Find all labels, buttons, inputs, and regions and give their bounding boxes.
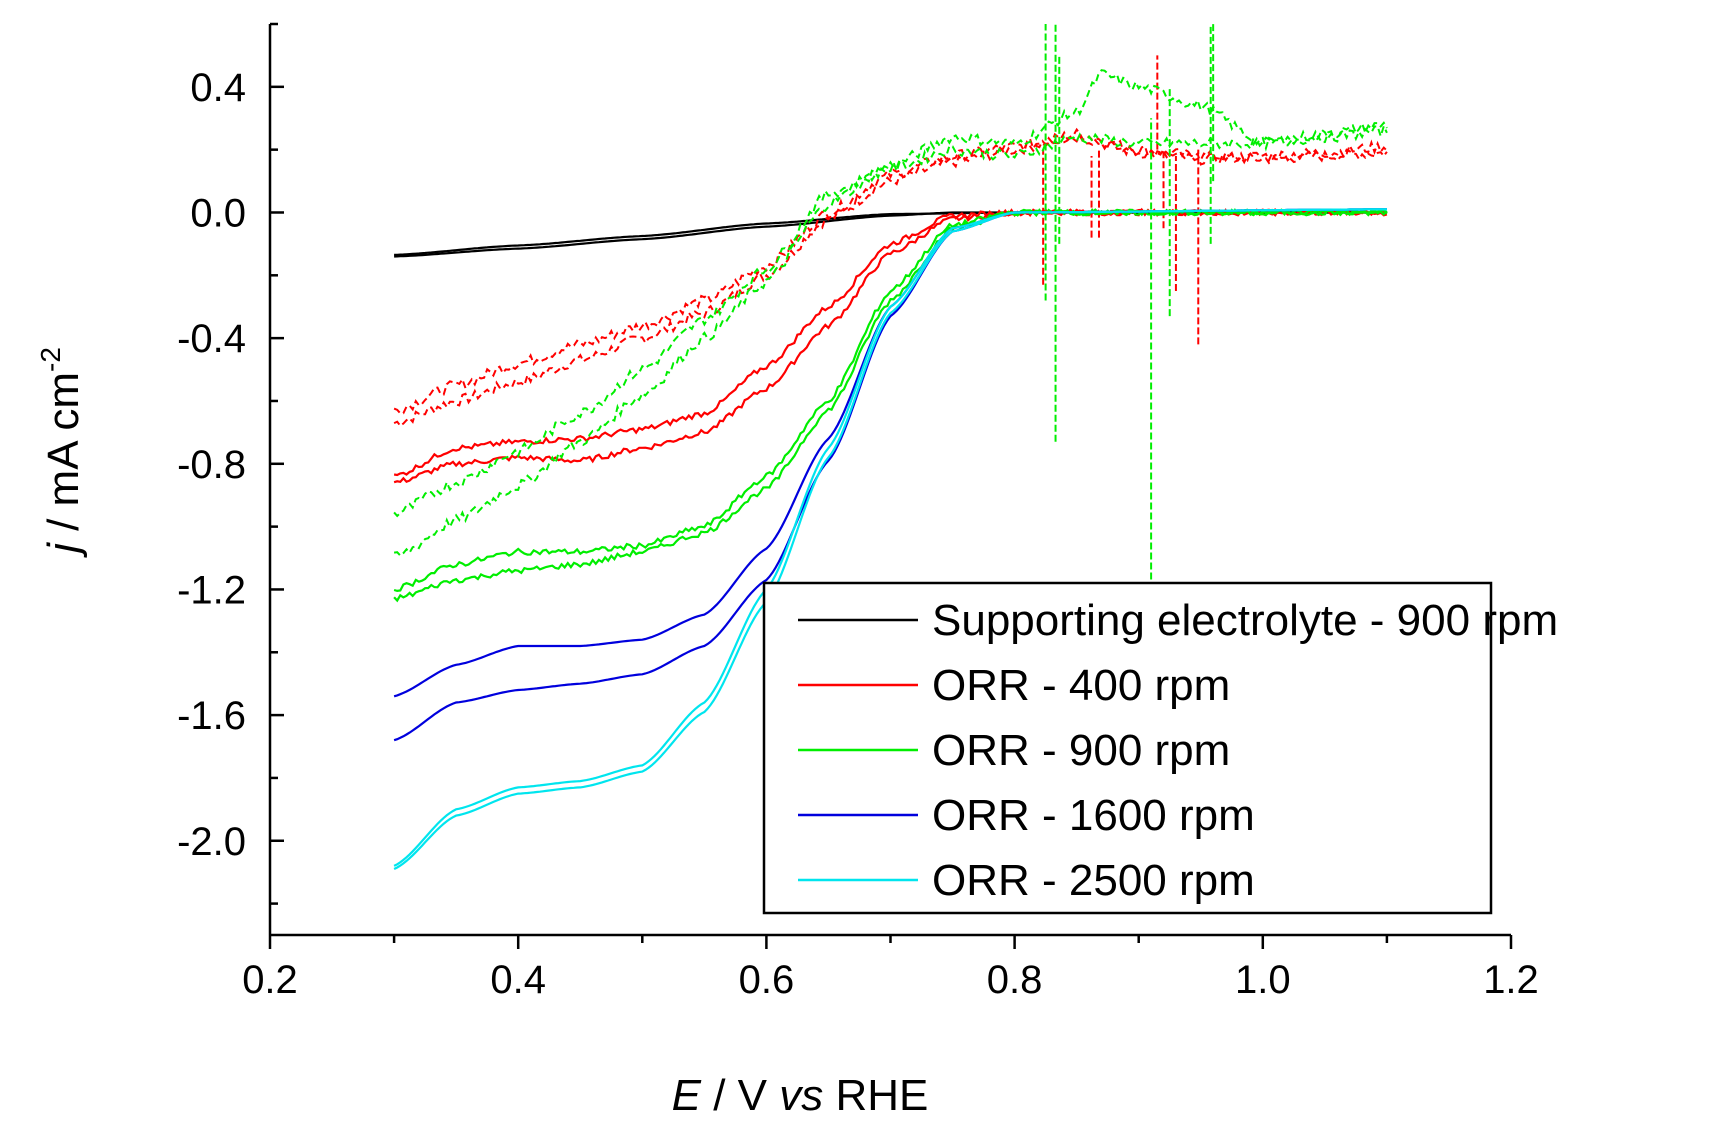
y-tick-label: 0.4	[190, 66, 246, 110]
series-1	[393, 55, 1388, 484]
series-line	[393, 208, 1388, 603]
series-line	[393, 69, 1388, 557]
y-tick-label: -0.8	[177, 443, 246, 487]
series-line	[393, 207, 1388, 477]
series-line	[393, 123, 1388, 518]
legend-label: Supporting electrolyte - 900 rpm	[932, 596, 1558, 645]
series-line	[393, 208, 1387, 867]
y-tick-label: -2.0	[177, 820, 246, 864]
x-axis-title: E / V vs RHE	[672, 1071, 929, 1120]
x-tick-label: 0.8	[987, 958, 1043, 1002]
series-line	[394, 211, 1387, 258]
x-tick-label: 1.0	[1235, 958, 1291, 1002]
series-line	[394, 211, 1387, 256]
series-line	[393, 133, 1388, 415]
series-0	[394, 211, 1387, 258]
x-tick-label: 0.2	[242, 958, 298, 1002]
series-line	[393, 208, 1388, 593]
y-tick-label: -1.2	[177, 568, 246, 612]
y-tick-label: -0.4	[177, 317, 246, 361]
legend: Supporting electrolyte - 900 rpm ORR - 40…	[762, 581, 1558, 915]
legend-label: ORR - 2500 rpm	[932, 856, 1255, 905]
x-tick-label: 1.2	[1483, 958, 1539, 1002]
y-tick-label: -1.6	[177, 694, 246, 738]
plot-curves	[393, 24, 1388, 870]
y-axis-title: j / mA cm-2	[35, 347, 88, 558]
legend-label: ORR - 900 rpm	[932, 726, 1230, 775]
legend-label: ORR - 400 rpm	[932, 661, 1230, 710]
x-tick-label: 0.6	[739, 958, 795, 1002]
series-4	[393, 208, 1387, 870]
axes: 0.2 0.4 0.6 0.8 1.0 1.2 0.4 0.0 -0.4 -0.8 -1.2 -1.6…	[177, 22, 1539, 1002]
y-tick-label: 0.0	[190, 191, 246, 235]
legend-box	[762, 581, 1493, 915]
x-tick-label: 0.4	[490, 958, 546, 1002]
series-line	[393, 127, 1388, 428]
legend-label: ORR - 1600 rpm	[932, 791, 1255, 840]
series-2	[393, 24, 1388, 603]
